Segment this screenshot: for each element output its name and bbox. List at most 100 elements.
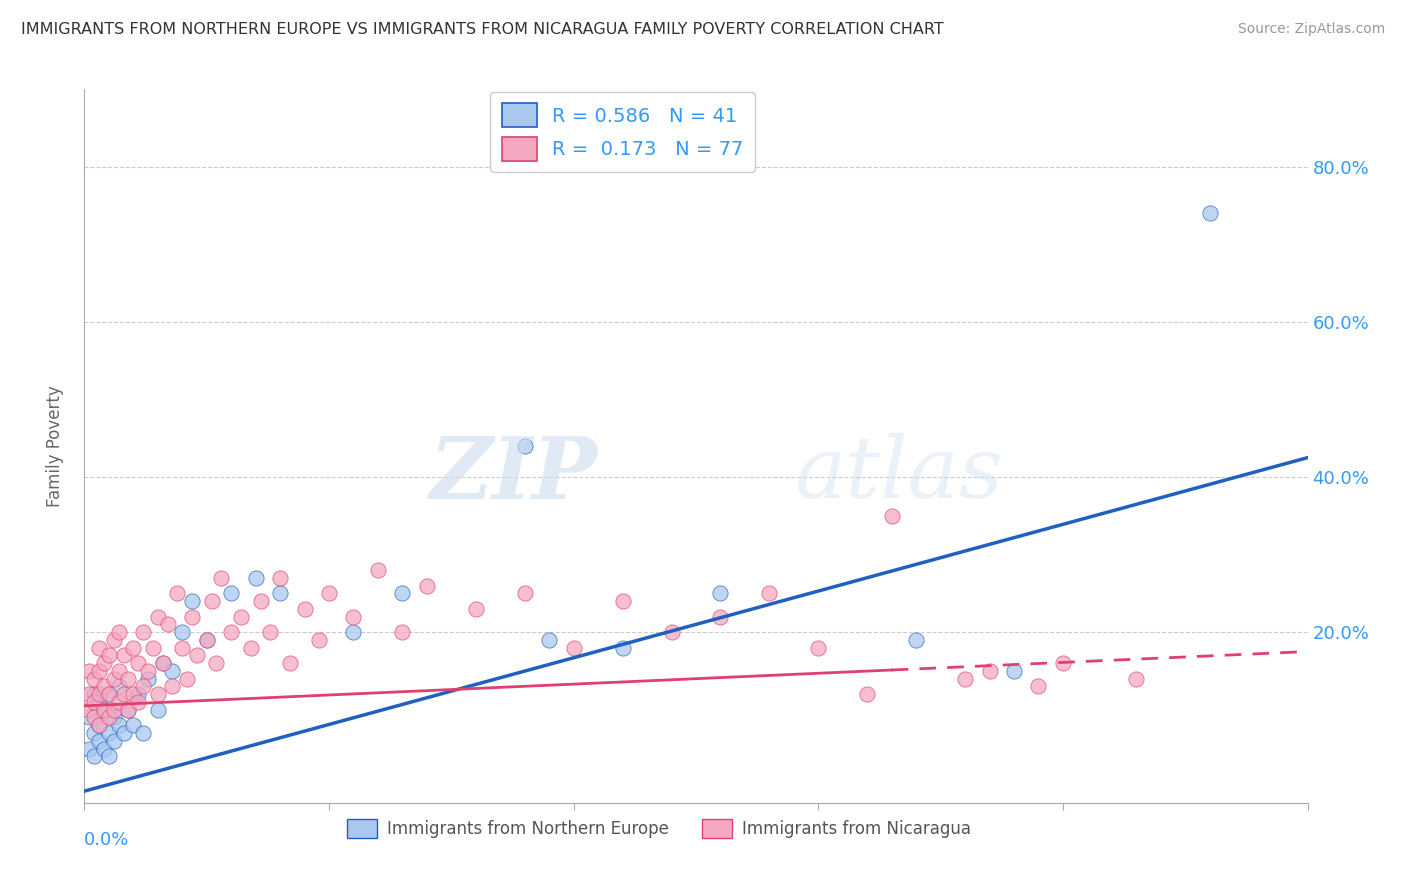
Point [107,695,129,709]
Point [1052,656,1074,670]
Point [77,741,100,756]
Point [97,749,120,764]
Point [294,602,316,616]
Point [103,672,125,686]
Point [205,656,228,670]
Y-axis label: Family Poverty: Family Poverty [45,385,63,507]
Point [83,687,105,701]
Point [278,656,301,670]
Point [127,656,149,670]
Point [77,710,100,724]
Point [219,586,242,600]
Point [245,571,267,585]
Text: ZIP: ZIP [430,433,598,516]
Point [97,648,120,663]
Point [367,563,389,577]
Point [93,741,115,756]
Point [97,687,120,701]
Point [308,632,330,647]
Point [661,625,683,640]
Point [162,664,184,678]
Point [513,586,536,600]
Point [93,680,115,694]
Point [107,625,129,640]
Point [200,594,222,608]
Point [318,586,340,600]
Point [152,656,174,670]
Point [112,687,135,701]
Point [152,656,174,670]
Point [136,664,159,678]
Point [259,625,281,640]
Point [1198,206,1220,220]
Point [103,733,125,747]
Point [103,710,125,724]
Point [181,609,204,624]
Point [166,586,188,600]
Point [136,672,159,686]
Point [97,710,120,724]
Text: atlas: atlas [794,434,1002,516]
Point [195,632,218,647]
Point [132,726,155,740]
Point [112,648,135,663]
Point [538,632,561,647]
Point [77,687,100,701]
Point [132,680,155,694]
Point [880,508,903,523]
Point [1028,680,1050,694]
Point [87,718,110,732]
Point [181,594,204,608]
Point [127,695,149,709]
Point [953,672,976,686]
Point [107,664,129,678]
Point [103,703,125,717]
Point [87,640,110,655]
Point [83,749,105,764]
Legend: Immigrants from Northern Europe, Immigrants from Nicaragua: Immigrants from Northern Europe, Immigra… [340,812,979,845]
Point [93,703,115,717]
Point [1125,672,1147,686]
Point [142,640,165,655]
Point [83,695,105,709]
Point [269,571,291,585]
Point [77,664,100,678]
Point [83,726,105,740]
Point [416,579,439,593]
Point [122,687,145,701]
Point [513,439,536,453]
Point [97,726,120,740]
Point [127,687,149,701]
Point [117,672,139,686]
Point [391,625,413,640]
Point [195,632,218,647]
Point [117,703,139,717]
Point [77,703,100,717]
Point [464,602,486,616]
Point [132,625,155,640]
Point [612,640,634,655]
Point [97,687,120,701]
Text: 0.0%: 0.0% [84,831,129,849]
Point [249,594,271,608]
Point [103,632,125,647]
Point [807,640,830,655]
Text: IMMIGRANTS FROM NORTHERN EUROPE VS IMMIGRANTS FROM NICARAGUA FAMILY POVERTY CORR: IMMIGRANTS FROM NORTHERN EUROPE VS IMMIG… [21,22,943,37]
Point [176,672,198,686]
Text: Source: ZipAtlas.com: Source: ZipAtlas.com [1237,22,1385,37]
Point [87,664,110,678]
Point [172,640,194,655]
Point [117,703,139,717]
Point [87,687,110,701]
Point [269,586,291,600]
Point [342,609,364,624]
Point [87,733,110,747]
Point [758,586,780,600]
Point [107,718,129,732]
Point [1002,664,1025,678]
Point [83,672,105,686]
Point [146,609,169,624]
Point [612,594,634,608]
Point [87,718,110,732]
Point [172,625,194,640]
